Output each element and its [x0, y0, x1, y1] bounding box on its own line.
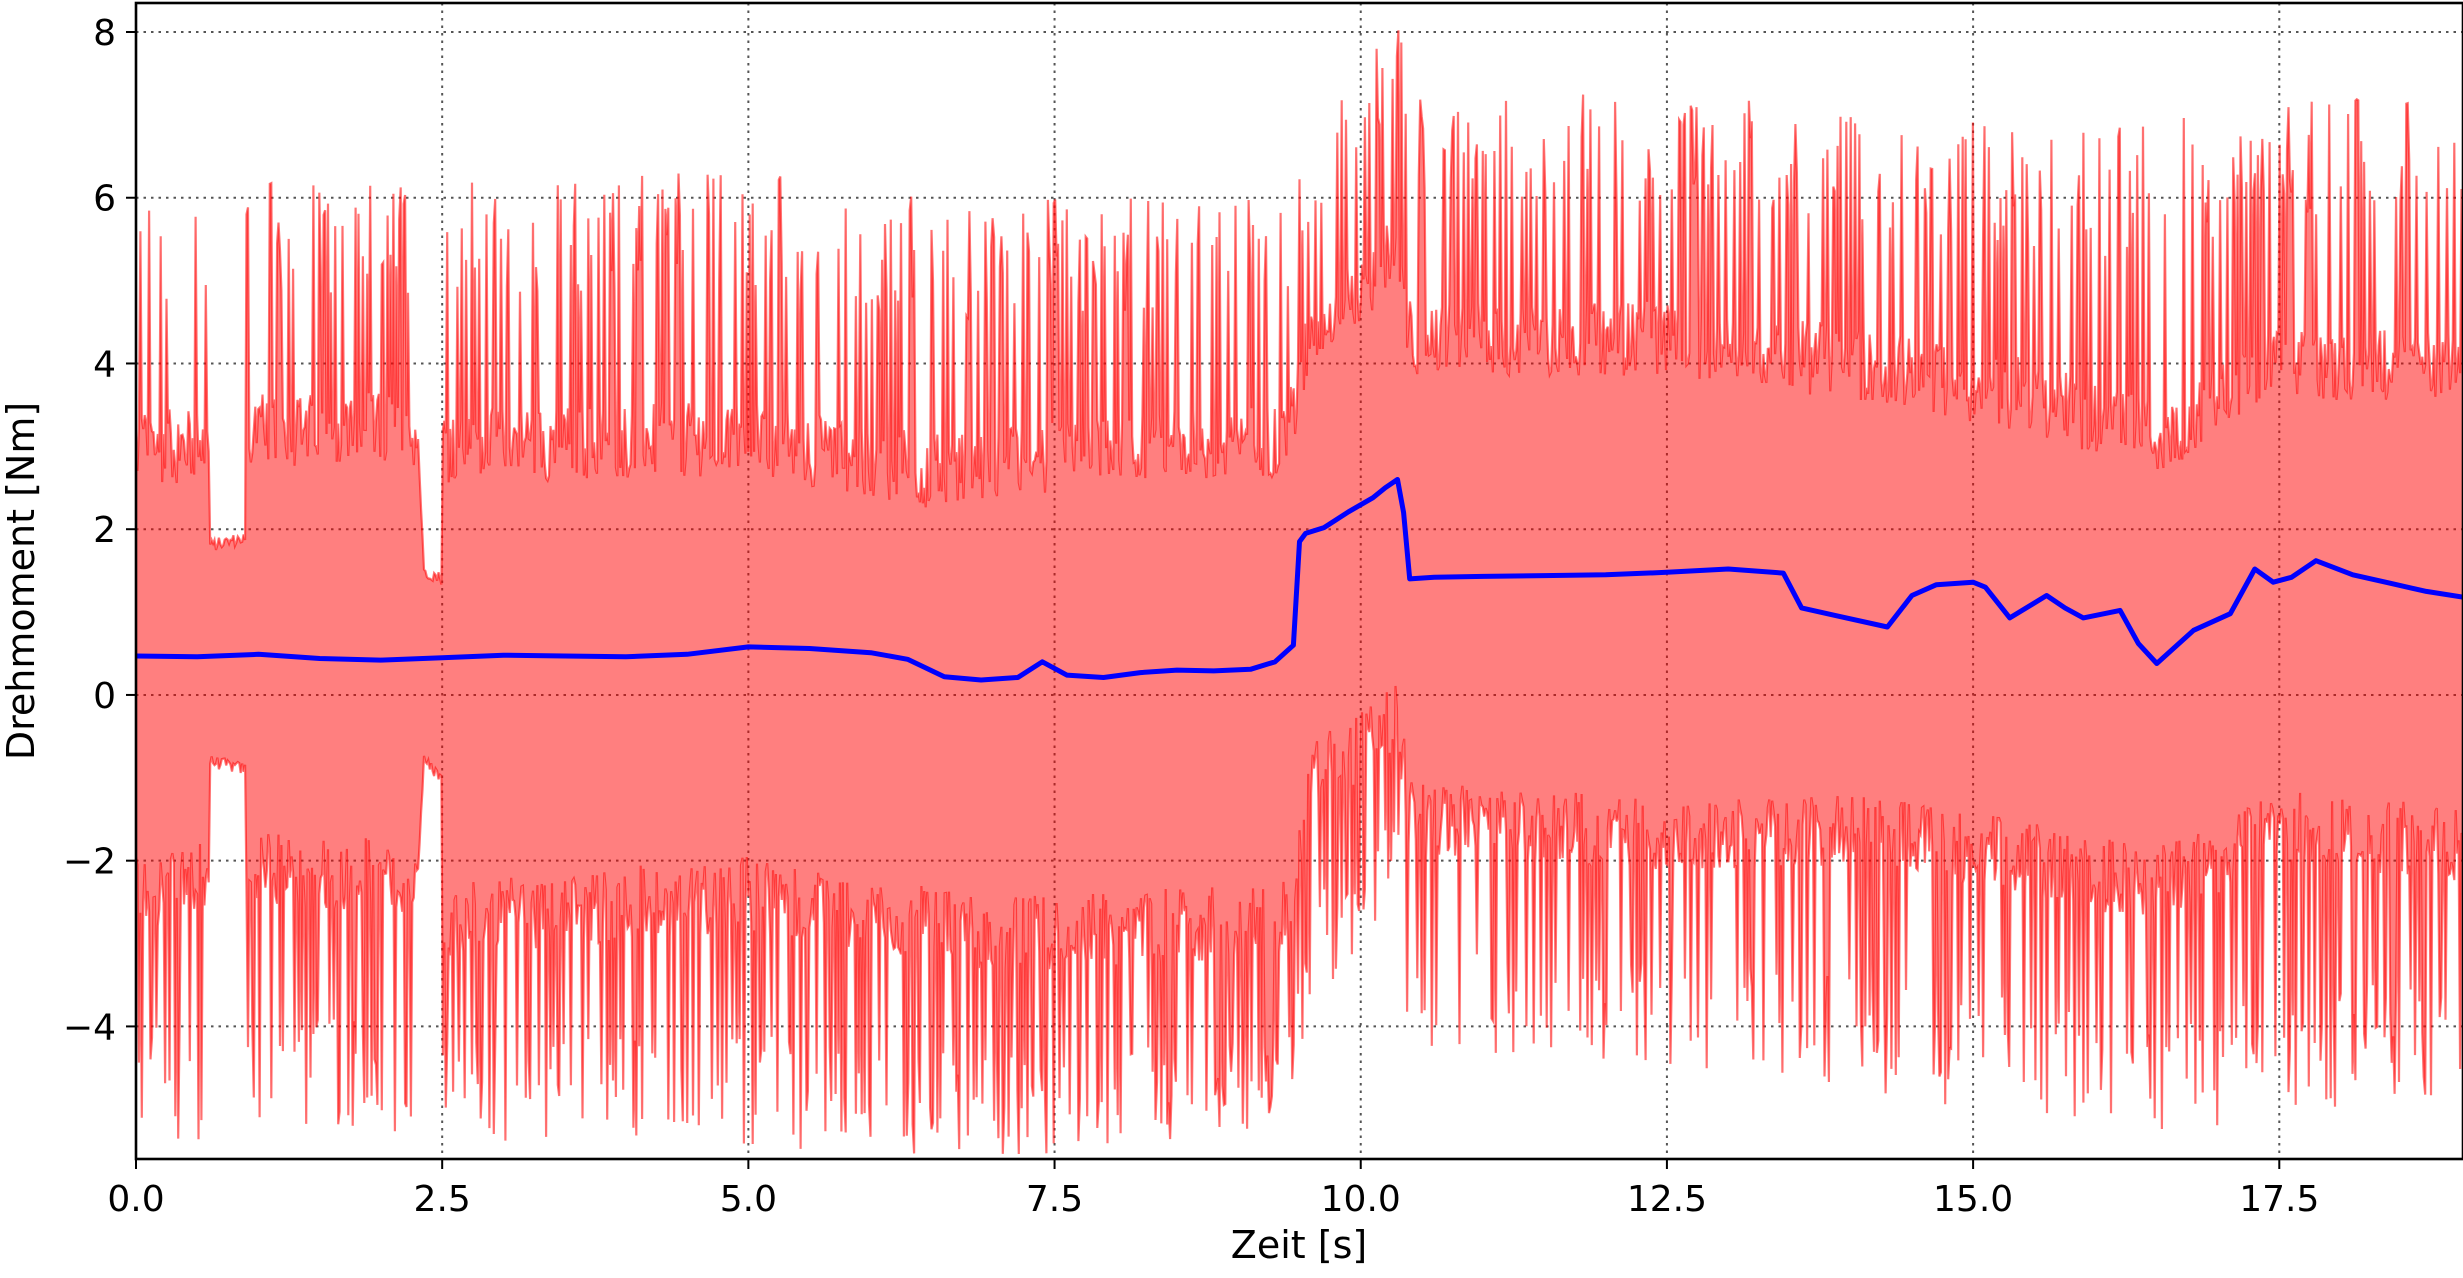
- y-tick-label: −4: [63, 1007, 116, 1048]
- y-tick-label: 4: [93, 344, 116, 385]
- x-tick-label: 7.5: [1026, 1179, 1083, 1220]
- y-tick-label: 0: [93, 676, 116, 717]
- x-tick-label: 10.0: [1321, 1179, 1401, 1220]
- x-tick-label: 0.0: [107, 1179, 164, 1220]
- y-tick-label: 2: [93, 510, 116, 551]
- x-tick-label: 12.5: [1627, 1179, 1707, 1220]
- x-tick-label: 15.0: [1933, 1179, 2013, 1220]
- x-tick-label: 2.5: [414, 1179, 471, 1220]
- y-axis-label: Drehmoment [Nm]: [0, 402, 43, 760]
- y-tick-label: −2: [63, 842, 116, 883]
- x-tick-label: 17.5: [2239, 1179, 2319, 1220]
- y-tick-label: 6: [93, 179, 116, 220]
- x-axis-label: Zeit [s]: [1231, 1223, 1367, 1267]
- y-tick-label: 8: [93, 13, 116, 54]
- x-tick-label: 5.0: [720, 1179, 777, 1220]
